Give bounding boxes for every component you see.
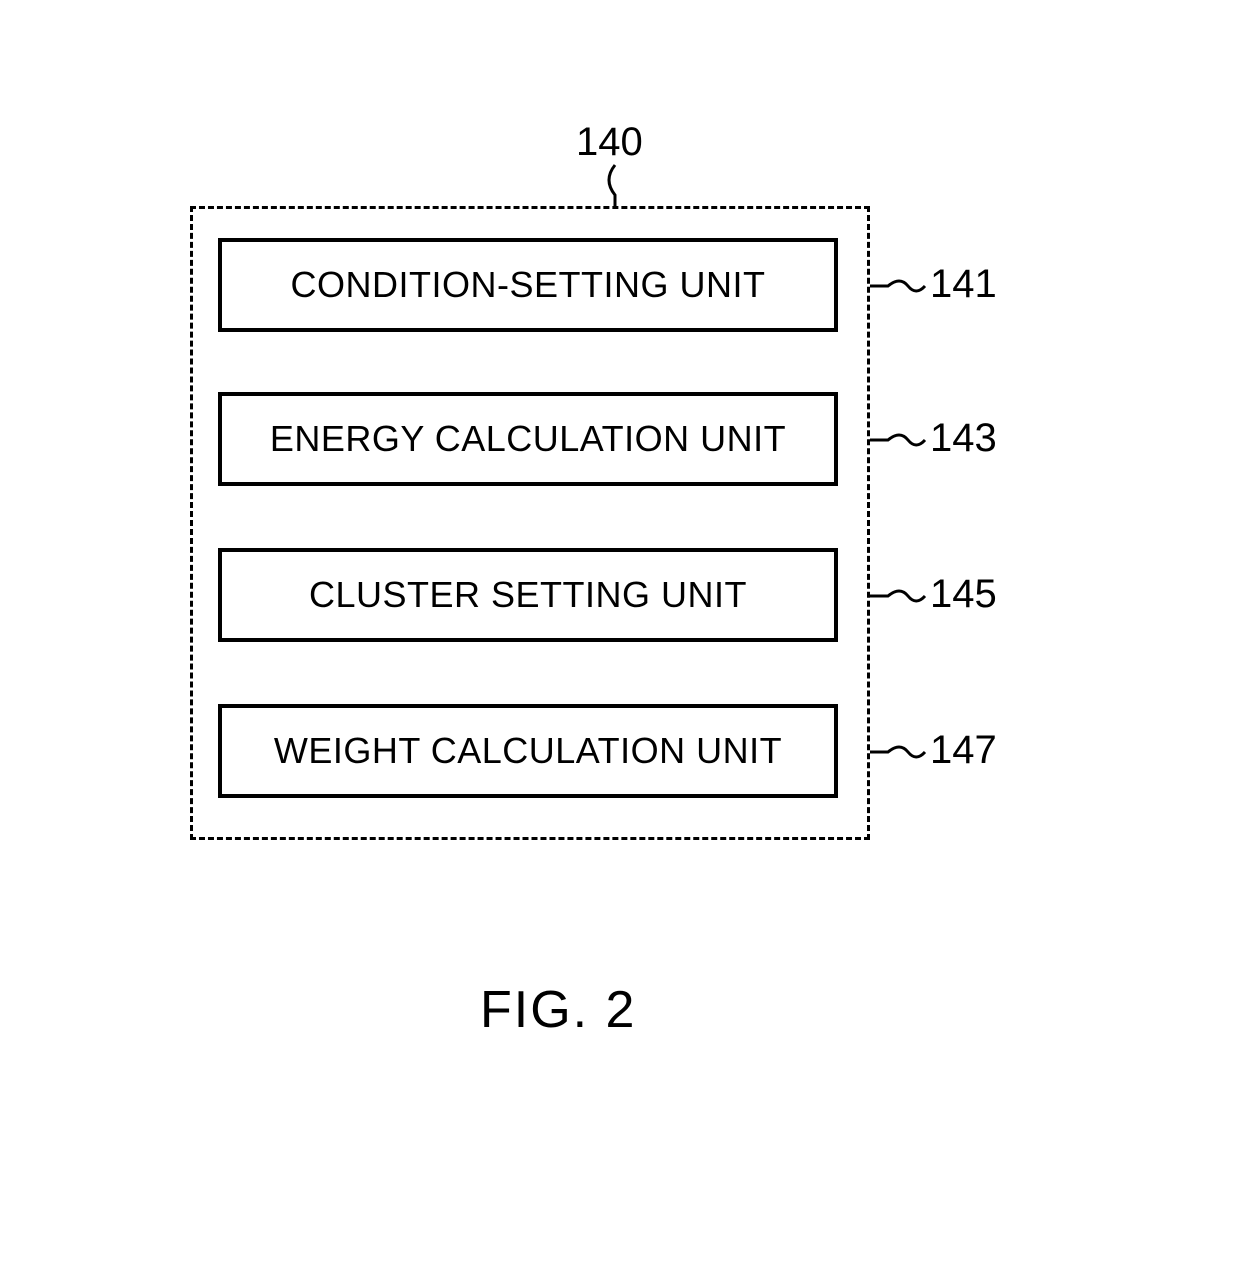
unit-leader-143 xyxy=(870,422,930,458)
unit-label: CLUSTER SETTING UNIT xyxy=(309,574,747,616)
energy-calculation-unit: ENERGY CALCULATION UNIT xyxy=(218,392,838,486)
unit-ref-141: 141 xyxy=(930,262,997,307)
container-leader-path xyxy=(609,165,615,207)
figure-caption: FIG. 2 xyxy=(480,980,636,1040)
cluster-setting-unit: CLUSTER SETTING UNIT xyxy=(218,548,838,642)
weight-calculation-unit: WEIGHT CALCULATION UNIT xyxy=(218,704,838,798)
unit-ref-143: 143 xyxy=(930,416,997,461)
unit-leader-147 xyxy=(870,734,930,770)
unit-leader-141 xyxy=(870,268,930,304)
diagram-canvas: 140 CONDITION-SETTING UNIT ENERGY CALCUL… xyxy=(0,0,1240,1270)
unit-label: WEIGHT CALCULATION UNIT xyxy=(274,730,782,772)
container-ref-label: 140 xyxy=(576,120,643,165)
unit-ref-147: 147 xyxy=(930,728,997,773)
unit-ref-145: 145 xyxy=(930,572,997,617)
unit-leader-145 xyxy=(870,578,930,614)
unit-label: CONDITION-SETTING UNIT xyxy=(291,264,766,306)
condition-setting-unit: CONDITION-SETTING UNIT xyxy=(218,238,838,332)
unit-label: ENERGY CALCULATION UNIT xyxy=(270,418,786,460)
